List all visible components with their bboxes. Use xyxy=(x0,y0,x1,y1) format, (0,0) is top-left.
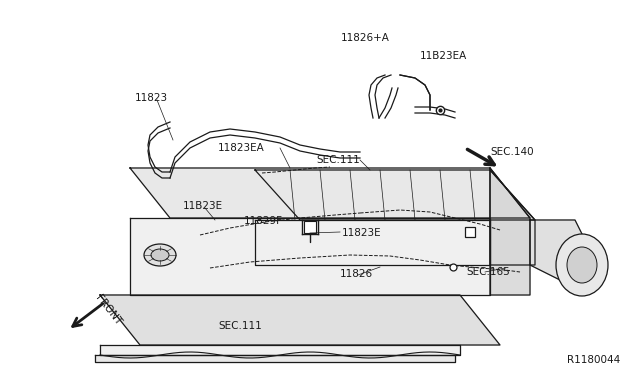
Text: 11B23EA: 11B23EA xyxy=(420,51,467,61)
Text: 11823E: 11823E xyxy=(342,228,381,238)
Ellipse shape xyxy=(567,247,597,283)
Text: 11B23E: 11B23E xyxy=(183,201,223,211)
Text: 11823: 11823 xyxy=(135,93,168,103)
Text: SEC.111: SEC.111 xyxy=(218,321,262,331)
Polygon shape xyxy=(255,220,490,265)
Text: SEC.111: SEC.111 xyxy=(316,155,360,165)
Polygon shape xyxy=(530,220,590,290)
Text: 11826+A: 11826+A xyxy=(340,33,389,43)
Text: 11823EA: 11823EA xyxy=(218,143,265,153)
Ellipse shape xyxy=(144,244,176,266)
Text: FRONT: FRONT xyxy=(93,293,123,327)
Polygon shape xyxy=(100,295,500,345)
Text: 11829F: 11829F xyxy=(244,216,283,226)
Polygon shape xyxy=(130,218,490,295)
Polygon shape xyxy=(100,345,460,355)
Ellipse shape xyxy=(151,249,169,261)
Ellipse shape xyxy=(556,234,608,296)
Text: 11826: 11826 xyxy=(340,269,373,279)
Text: SEC.140: SEC.140 xyxy=(490,147,534,157)
Polygon shape xyxy=(490,170,535,265)
Text: R1180044: R1180044 xyxy=(567,355,620,365)
Text: SEC.165: SEC.165 xyxy=(466,267,509,277)
Polygon shape xyxy=(255,170,535,220)
Polygon shape xyxy=(490,168,530,295)
Polygon shape xyxy=(95,355,455,362)
Polygon shape xyxy=(130,168,530,218)
